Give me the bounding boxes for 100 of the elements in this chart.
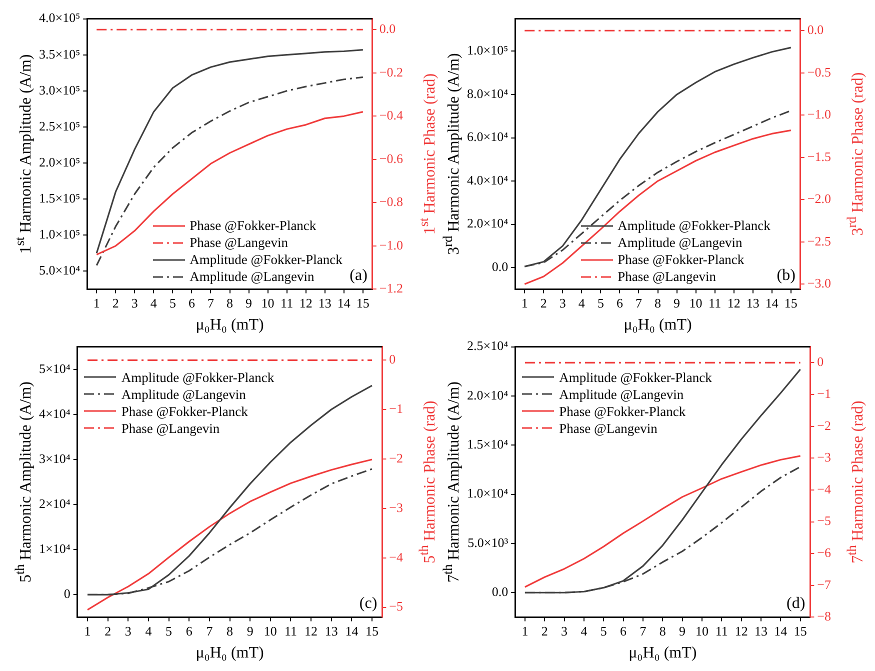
annotation: (c) <box>359 595 378 614</box>
y2-tick-label: −3 <box>389 500 404 515</box>
x-tick-label: 12 <box>304 623 318 638</box>
x-tick-label: 14 <box>774 623 788 638</box>
x-tick-label: 15 <box>784 295 798 310</box>
x-tick-label: 4 <box>150 295 158 310</box>
x-tick-label: 4 <box>145 623 152 638</box>
legend-label: Phase @Fokker-Planck <box>190 217 316 234</box>
x-tick-label: 7 <box>207 295 214 310</box>
y2-tick-label: −4 <box>817 481 832 496</box>
y-tick-label: 4.0×10⁵ <box>38 10 80 26</box>
y-tick-label: 0 <box>64 586 70 602</box>
annotation: (b) <box>776 267 796 286</box>
x-tick-label: 15 <box>794 623 807 638</box>
legend-label: Phase @Langevin <box>618 268 716 286</box>
y2-tick-label: −0.5 <box>807 64 832 80</box>
y-tick-label: 6.0×10⁴ <box>466 129 509 144</box>
line-series <box>96 76 364 266</box>
x-tick-label: 14 <box>337 295 351 310</box>
x-tick-label: 11 <box>708 295 722 310</box>
annotation: (a) <box>350 267 368 286</box>
y2-tick-label: −4 <box>389 549 404 564</box>
x-tick-label: 5 <box>597 295 604 310</box>
y-tick-label: 5.0×10⁴ <box>38 262 81 278</box>
x-tick-label: 2 <box>541 623 548 638</box>
legend-label: Phase @Fokker-Planck <box>618 251 744 268</box>
x-tick-label: 9 <box>674 295 680 310</box>
legend-label: Amplitude @Fokker-Planck <box>190 251 342 268</box>
x-tick-label: 14 <box>765 295 779 310</box>
x-tick-label: 15 <box>356 295 370 310</box>
legend-label: Amplitude @Langevin <box>190 268 314 286</box>
x-axis-title: μ₀H₀ (mT) <box>624 316 692 334</box>
x-tick-label: 5 <box>600 623 607 638</box>
x-tick-label: 2 <box>104 623 112 638</box>
y-tick-label: 1.5×10⁴ <box>466 436 509 452</box>
y2-tick-label: −0.6 <box>379 150 404 166</box>
y2-tick-label: −1 <box>817 386 832 401</box>
y-tick-label: 4.0×10⁴ <box>466 172 509 188</box>
y2-tick-label: −8 <box>817 608 832 624</box>
y-tick-label: 2.0×10⁴ <box>466 387 509 402</box>
x-tick-label: 1 <box>522 623 528 638</box>
y-tick-label: 8.0×10⁴ <box>466 86 509 101</box>
x-tick-label: 10 <box>261 295 274 310</box>
x-tick-label: 11 <box>284 623 297 638</box>
x-tick-label: 11 <box>280 295 294 310</box>
x-tick-label: 5 <box>169 295 176 310</box>
x-tick-label: 3 <box>131 295 138 310</box>
x-tick-label: 7 <box>206 623 214 638</box>
y-tick-label: 1×10⁴ <box>38 541 71 556</box>
x-axis-title: μ₀H₀ (mT) <box>196 316 264 334</box>
y-tick-label: 2.0×10⁴ <box>466 216 509 231</box>
y-tick-label: 1.5×10⁵ <box>38 190 80 206</box>
legend-label: Amplitude @Langevin <box>618 234 742 252</box>
y2-tick-label: −2.5 <box>807 233 832 248</box>
y2-tick-label: 0.0 <box>807 22 824 38</box>
y2-tick-label: −1.0 <box>379 237 404 252</box>
y-tick-label: 2.5×10⁵ <box>38 118 80 134</box>
y2-tick-label: −5 <box>389 598 404 614</box>
y2-tick-label: −1.5 <box>807 148 832 164</box>
legend-label: Phase @Langevin <box>559 420 658 437</box>
x-tick-label: 13 <box>746 295 760 310</box>
x-tick-label: 13 <box>318 295 332 310</box>
x-tick-label: 13 <box>324 623 338 638</box>
y-tick-label: 5×10⁴ <box>38 360 71 376</box>
y2-tick-label: −0.4 <box>379 108 404 123</box>
y-tick-label: 2×10⁴ <box>38 496 71 511</box>
x-tick-label: 14 <box>345 623 359 638</box>
legend-label: Phase @Fokker-Planck <box>559 402 686 420</box>
y-tick-label: 0.0 <box>492 258 508 274</box>
y2-tick-label: 0 <box>817 354 824 370</box>
x-tick-label: 12 <box>734 623 748 638</box>
x-tick-label: 7 <box>635 295 642 310</box>
y-tick-label: 1.0×10⁵ <box>466 42 508 58</box>
y2-tick-label: −0.8 <box>379 194 404 210</box>
x-tick-label: 2 <box>112 295 119 310</box>
y2-tick-label: −0.2 <box>379 64 404 80</box>
y2-tick-label: −2 <box>817 418 832 433</box>
y2-tick-label: −6 <box>817 545 832 560</box>
x-tick-label: 4 <box>580 623 588 638</box>
y-tick-label: 3.5×10⁵ <box>38 46 80 62</box>
legend-label: Amplitude @Langevin <box>121 386 246 403</box>
x-tick-label: 10 <box>695 623 708 638</box>
x-tick-label: 7 <box>640 623 647 638</box>
y-tick-label: 1.0×10⁵ <box>38 226 80 242</box>
legend-label: Amplitude @Langevin <box>559 386 684 403</box>
y-tick-label: 5.0×10³ <box>468 534 508 550</box>
y2-tick-label: −1.2 <box>379 280 404 296</box>
x-tick-label: 9 <box>246 295 252 310</box>
x-tick-label: 15 <box>366 623 379 638</box>
x-tick-label: 11 <box>715 623 728 638</box>
x-tick-label: 5 <box>166 623 172 638</box>
y2-tick-label: −2 <box>389 450 404 466</box>
x-tick-label: 3 <box>124 623 132 638</box>
x-tick-label: 12 <box>727 295 740 310</box>
x-tick-label: 8 <box>654 295 662 310</box>
y-tick-label: 2.0×10⁵ <box>38 154 80 170</box>
x-tick-label: 1 <box>93 295 100 310</box>
x-tick-label: 4 <box>578 295 586 310</box>
x-tick-label: 10 <box>689 295 702 310</box>
y-tick-label: 1.0×10⁴ <box>466 486 509 501</box>
